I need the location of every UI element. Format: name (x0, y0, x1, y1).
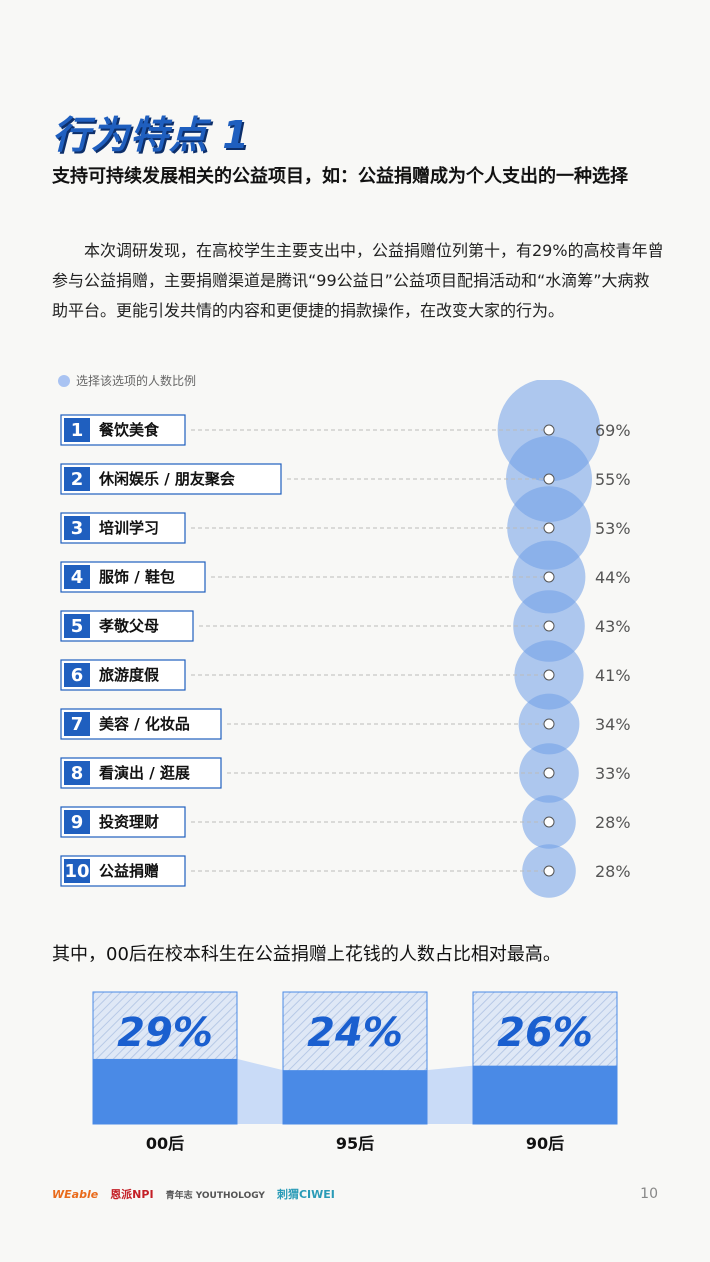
category-label-2: 休闲娱乐 / 朋友聚会 (98, 470, 235, 488)
bar-value-3: 26% (497, 1010, 593, 1056)
section-subheading: 支持可持续发展相关的公益项目，如：公益捐赠成为个人支出的一种选择 (52, 166, 628, 187)
rank-badge-9 (64, 810, 90, 834)
rank-number-8: 8 (71, 763, 84, 784)
generation-bar-chart: 29% 00后 24% 95后 26% 90后 (92, 991, 618, 1153)
point-marker-10 (543, 865, 555, 877)
rank-badge-3 (64, 516, 90, 540)
bar-fill-2 (283, 1070, 427, 1124)
connector-1 (237, 1058, 283, 1124)
page-number: 10 (640, 1186, 658, 1202)
legend-label: 选择该选项的人数比例 (76, 374, 197, 388)
footer-logos: WEable 恩派NPI 青年志 YOUTHOLOGY 刺猬CIWEI (52, 1186, 335, 1202)
bar-category-2: 95后 (336, 1134, 374, 1153)
bar-value-1: 29% (117, 1010, 213, 1056)
rank-badge-7 (64, 712, 90, 736)
body-paragraph: 本次调研发现，在高校学生主要支出中，公益捐赠位列第十，有29%的高校青年曾参与公… (52, 241, 664, 320)
label-box-2 (60, 463, 282, 495)
rank-badge-1 (64, 418, 90, 442)
category-label-10: 公益捐赠 (99, 862, 159, 880)
category-label-3: 培训学习 (99, 519, 159, 537)
rank-number-3: 3 (71, 518, 84, 539)
point-marker-5 (543, 620, 555, 632)
percent-label-10: 28% (595, 862, 631, 881)
rank-badge-5 (64, 614, 90, 638)
point-marker-2 (543, 473, 555, 485)
rank-badge-10 (64, 859, 90, 883)
percent-label-5: 43% (595, 617, 631, 636)
category-label-4: 服饰 / 鞋包 (99, 568, 175, 586)
rank-number-1: 1 (71, 420, 84, 441)
bar-category-1: 00后 (146, 1134, 184, 1153)
summary-sentence: 其中，00后在校本科生在公益捐赠上花钱的人数占比相对最高。 (52, 944, 561, 965)
bar-fill-3 (473, 1065, 617, 1124)
connector-2 (427, 1065, 473, 1124)
category-label-5: 孝敬父母 (98, 617, 159, 635)
npi-logo: 恩派NPI (110, 1188, 154, 1201)
percent-label-7: 34% (595, 715, 631, 734)
point-marker-4 (543, 571, 555, 583)
youthology-logo: 青年志 YOUTHOLOGY (165, 1190, 265, 1201)
percent-label-1: 69% (595, 421, 631, 440)
point-marker-6 (543, 669, 555, 681)
point-marker-8 (543, 767, 555, 779)
rank-number-7: 7 (71, 714, 84, 735)
category-label-9: 投资理财 (99, 813, 159, 831)
rank-number-5: 5 (71, 616, 84, 637)
weable-logo: WEable (52, 1187, 99, 1201)
point-marker-3 (543, 522, 555, 534)
category-label-6: 旅游度假 (99, 666, 160, 684)
point-marker-7 (543, 718, 555, 730)
bubble-chart: 1 餐饮美食 69% 2 休闲娱乐 / 朋友聚会 55% 3 培训学习 53% 4 服饰 / 鞋包 4… (60, 380, 631, 898)
chart-legend: 选择该选项的人数比例 (58, 372, 196, 389)
point-marker-1 (543, 424, 555, 436)
category-label-1: 餐饮美食 (99, 421, 160, 439)
rank-badge-2 (64, 467, 90, 491)
rank-badge-8 (64, 761, 90, 785)
category-label-7: 美容 / 化妆品 (99, 715, 190, 733)
percent-label-6: 41% (595, 666, 631, 685)
point-marker-9 (543, 816, 555, 828)
rank-badge-4 (64, 565, 90, 589)
rank-number-6: 6 (71, 665, 84, 686)
rank-number-2: 2 (71, 469, 84, 490)
percent-label-3: 53% (595, 519, 631, 538)
bar-value-2: 24% (307, 1010, 403, 1056)
rows-group: 1 餐饮美食 69% 2 休闲娱乐 / 朋友聚会 55% 3 培训学习 53% 4 服饰 / 鞋包 4… (60, 414, 631, 887)
percent-label-8: 33% (595, 764, 631, 783)
percent-label-4: 44% (595, 568, 631, 587)
rank-number-4: 4 (71, 567, 84, 588)
rank-number-10: 10 (64, 861, 89, 882)
ciwei-logo: 刺猬CIWEI (276, 1188, 335, 1201)
category-label-8: 看演出 / 逛展 (99, 764, 190, 782)
percent-label-9: 28% (595, 813, 631, 832)
page-heading: 行为特点 1 (52, 113, 250, 157)
bar-fill-1 (93, 1058, 237, 1124)
bar-category-3: 90后 (526, 1134, 564, 1153)
rank-number-9: 9 (71, 812, 84, 833)
rank-badge-6 (64, 663, 90, 687)
legend-dot-icon (58, 374, 70, 387)
percent-label-2: 55% (595, 470, 631, 489)
